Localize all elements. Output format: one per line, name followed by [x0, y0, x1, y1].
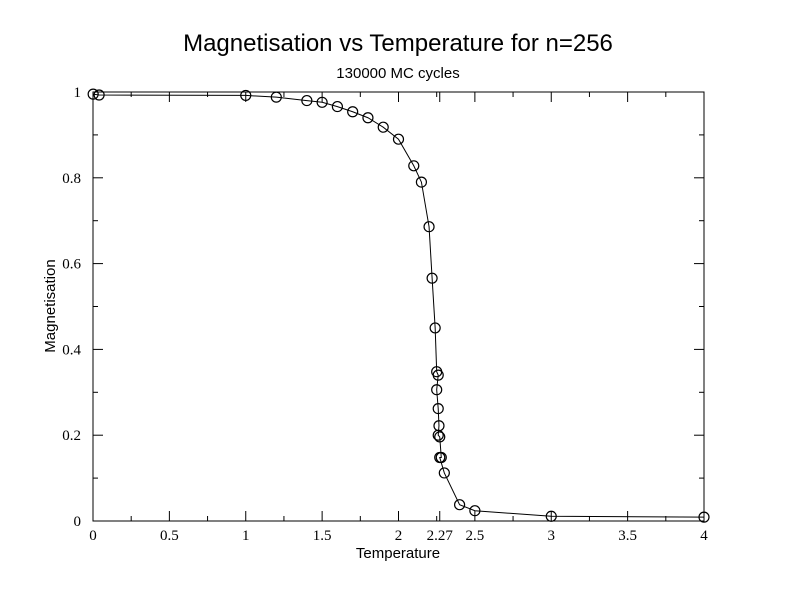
data-point — [432, 369, 444, 381]
data-point — [301, 94, 313, 107]
chart-title: Magnetisation vs Temperature for n=256 — [183, 30, 613, 57]
y-tick-label: 0.6 — [62, 257, 81, 273]
data-point — [423, 221, 435, 233]
x-tick-label: 3.5 — [618, 528, 637, 544]
series-line — [93, 93, 705, 518]
data-point — [93, 89, 105, 101]
data-point — [434, 431, 446, 443]
data-point — [415, 176, 428, 188]
data-point — [392, 133, 405, 145]
data-point — [434, 451, 446, 464]
tick-marks — [92, 91, 705, 522]
data-point — [426, 272, 438, 284]
data-point — [408, 160, 420, 172]
data-point — [331, 100, 343, 113]
data-point — [432, 403, 444, 415]
data-point — [316, 96, 328, 108]
x-tick-label: 1.5 — [313, 528, 332, 544]
data-point — [469, 505, 481, 517]
data-point — [431, 384, 443, 396]
data-point — [240, 89, 252, 102]
x-tick-label: 2 — [395, 528, 403, 544]
data-point — [454, 499, 466, 511]
y-tick-label: 1 — [74, 85, 82, 101]
data-point — [432, 429, 444, 441]
y-axis-label: Magnetisation — [42, 259, 59, 352]
data-point — [438, 467, 450, 479]
data-point — [429, 322, 441, 334]
x-tick-label: 2.27 — [427, 528, 454, 544]
data-point — [347, 106, 359, 118]
x-axis-label: Temperature — [356, 545, 440, 562]
x-tick-label: 3 — [548, 528, 556, 544]
y-tick-label: 0.4 — [62, 342, 81, 358]
y-tick-label: 0.2 — [62, 428, 81, 444]
y-tick-label: 0.8 — [62, 171, 81, 187]
y-tick-label: 0 — [74, 514, 82, 530]
x-tick-label: 1 — [242, 528, 250, 544]
data-point — [377, 121, 389, 133]
x-tick-label: 0.5 — [160, 528, 179, 544]
tick-labels: 0 0.5 1 1.5 2 2.27 2.5 3 3.5 4 0 0.2 0.4 0.6 0.8 1 — [62, 85, 708, 544]
data-point — [362, 112, 374, 124]
x-tick-label: 4 — [700, 528, 708, 544]
x-tick-label: 2.5 — [466, 528, 485, 544]
chart-subtitle: 130000 MC cycles — [336, 65, 459, 82]
x-tick-label: 0 — [89, 528, 97, 544]
data-series — [87, 88, 710, 523]
plot-frame — [92, 91, 705, 522]
